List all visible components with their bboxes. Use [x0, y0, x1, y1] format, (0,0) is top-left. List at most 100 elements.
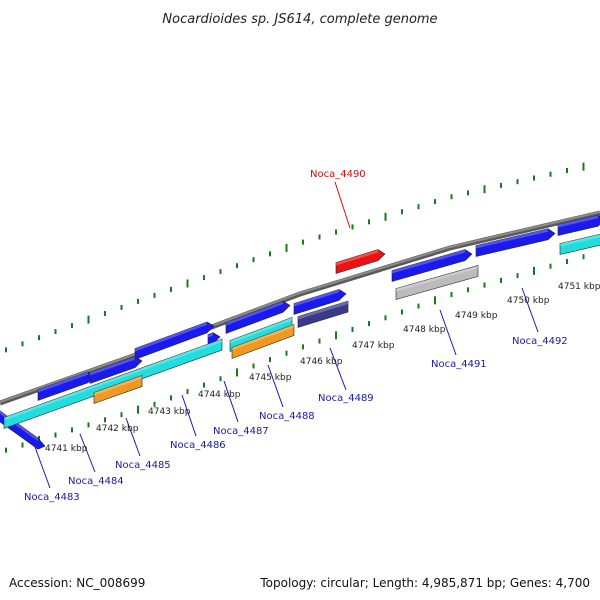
feature-shine — [4, 339, 222, 421]
kbp-label: 4751 kbp — [558, 282, 600, 292]
tick-mark — [120, 304, 123, 310]
topology-text: Topology: circular; Length: 4,985,871 bp… — [259, 576, 590, 590]
gene-label[interactable]: Noca_4488 — [259, 411, 315, 422]
gene-label[interactable]: Noca_4491 — [431, 359, 487, 370]
tick-mark — [417, 204, 420, 210]
gene-connector — [34, 446, 51, 489]
tick-mark — [384, 212, 387, 221]
gene-label[interactable]: Noca_4483 — [24, 492, 80, 503]
genome-backbone — [0, 210, 600, 406]
tick-mark — [5, 447, 7, 453]
tick-mark — [104, 417, 106, 423]
tick-mark — [236, 368, 238, 377]
tick-mark — [516, 179, 519, 185]
gene-label[interactable]: Noca_4489 — [318, 393, 374, 404]
tick-mark — [137, 298, 139, 304]
tick-mark — [582, 162, 585, 171]
kbp-label: 4741 kbp — [45, 444, 88, 454]
kbp-label: 4748 kbp — [403, 325, 446, 335]
tick-mark — [54, 329, 57, 335]
feature-shine — [94, 375, 142, 396]
tick-mark — [467, 190, 469, 196]
tick-mark — [203, 382, 205, 388]
gene-connector — [329, 347, 347, 391]
tick-mark — [582, 254, 585, 260]
outer-tick-ring — [5, 162, 585, 353]
gene-labels: Noca_4483 Noca_4484 Noca_4485 Noca_4486 Noca… — [24, 169, 568, 503]
feature-shine — [298, 301, 348, 320]
gene-label[interactable]: Noca_4484 — [68, 476, 124, 487]
gene-connector — [267, 364, 284, 408]
tick-mark — [351, 326, 354, 332]
feature-shine — [396, 265, 478, 292]
tick-mark — [137, 405, 139, 414]
feature-blue — [391, 249, 473, 282]
tick-mark — [219, 376, 222, 382]
tick-mark — [21, 341, 24, 347]
gene-label[interactable]: Noca_4490 — [310, 169, 366, 180]
feature-blue — [207, 332, 221, 346]
feature-shine — [208, 332, 213, 338]
gene-connector — [439, 309, 457, 356]
gene-connector — [334, 181, 351, 229]
tick-mark — [54, 432, 57, 438]
tick-mark — [302, 239, 304, 245]
gene-label[interactable]: Noca_4487 — [213, 426, 269, 437]
feature-orange — [93, 375, 143, 404]
feature-cyan — [559, 233, 600, 255]
tick-mark — [467, 287, 469, 293]
feature-orange — [231, 323, 295, 359]
tick-mark — [269, 357, 271, 363]
tick-mark — [335, 229, 337, 235]
tick-mark — [516, 273, 519, 279]
kbp-label: 4749 kbp — [455, 311, 498, 321]
feature-blue — [89, 356, 143, 384]
feature-track — [0, 214, 600, 450]
tick-mark — [236, 263, 238, 269]
tick-mark — [71, 323, 73, 329]
tick-mark — [120, 412, 123, 418]
gene-connector — [125, 417, 141, 457]
label-connectors — [34, 181, 539, 489]
tick-mark — [566, 168, 568, 173]
tick-mark — [153, 401, 156, 407]
tick-mark — [500, 277, 502, 283]
tick-mark — [434, 199, 436, 205]
gene-label[interactable]: Noca_4492 — [512, 336, 568, 347]
tick-mark — [252, 363, 255, 369]
tick-mark — [450, 194, 453, 200]
inner-tick-ring — [5, 254, 585, 453]
feature-shine — [560, 234, 600, 247]
tick-mark — [566, 259, 568, 264]
tick-mark — [203, 275, 205, 281]
tick-mark — [401, 209, 403, 215]
tick-mark — [186, 389, 189, 394]
tick-mark — [384, 315, 387, 321]
feature-shine — [558, 215, 598, 228]
feature-grey — [395, 265, 479, 300]
tick-mark — [71, 427, 73, 433]
tick-mark — [302, 344, 304, 350]
tick-mark — [533, 266, 535, 275]
kbp-label: 4742 kbp — [96, 424, 139, 434]
feature-shine — [336, 249, 378, 266]
tick-mark — [401, 309, 403, 315]
tick-mark — [500, 182, 502, 188]
feature-shine — [135, 321, 207, 352]
gene-label[interactable]: Noca_4485 — [115, 460, 171, 471]
tick-mark — [104, 311, 106, 316]
tick-mark — [153, 292, 156, 298]
feature-shine — [226, 301, 283, 326]
feature-blue — [557, 214, 600, 236]
feature-blue — [134, 321, 215, 360]
tick-mark — [318, 338, 321, 344]
tick-mark — [368, 321, 370, 327]
feature-shine — [294, 289, 339, 307]
tick-mark — [5, 347, 7, 353]
tick-mark — [87, 422, 90, 428]
feature-blue — [225, 300, 291, 334]
tick-mark — [170, 395, 172, 401]
feature-shine — [476, 228, 548, 249]
gene-connector — [79, 433, 96, 473]
gene-label[interactable]: Noca_4486 — [170, 440, 226, 451]
